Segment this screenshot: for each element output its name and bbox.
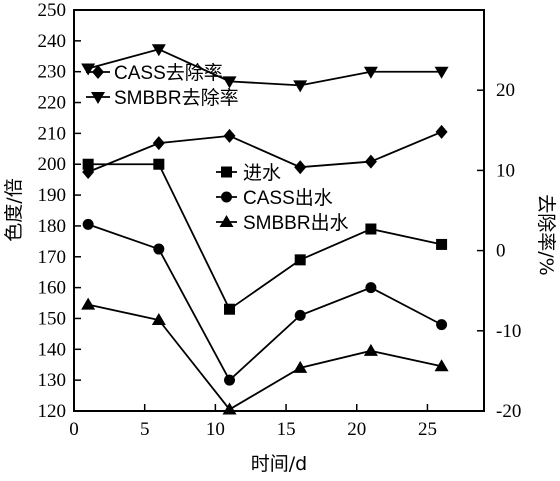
left-y-tick-label: 160 bbox=[38, 278, 67, 299]
data-point bbox=[435, 124, 448, 139]
series-line bbox=[87, 131, 442, 173]
series-square bbox=[82, 158, 448, 315]
data-point bbox=[81, 63, 96, 76]
left-y-tick-label: 230 bbox=[38, 62, 67, 83]
left-y-tick-label: 150 bbox=[38, 308, 67, 329]
data-point bbox=[222, 402, 237, 415]
legend-label: CASS去除率 bbox=[114, 62, 223, 84]
legend-marker bbox=[221, 191, 232, 203]
legend-marker bbox=[91, 92, 105, 104]
legend-0: CASS去除率 SMBBR去除率 bbox=[86, 62, 239, 109]
series-circle bbox=[82, 218, 448, 386]
left-y-tick-label: 140 bbox=[38, 339, 67, 360]
left-y-tick-label: 220 bbox=[38, 93, 67, 114]
right-y-tick-label: 0 bbox=[496, 241, 506, 262]
data-point bbox=[365, 223, 377, 235]
right-axis-title: 去除率/% bbox=[535, 194, 557, 275]
legend-label: CASS出水 bbox=[243, 187, 333, 209]
left-y-tick-label: 250 bbox=[38, 0, 67, 21]
data-point bbox=[151, 44, 166, 57]
right-y-tick-label: -10 bbox=[496, 321, 521, 342]
data-point bbox=[434, 359, 449, 372]
plot-frame bbox=[73, 9, 485, 412]
data-point bbox=[151, 313, 166, 326]
data-point bbox=[81, 297, 96, 310]
data-point bbox=[153, 158, 165, 170]
data-point bbox=[222, 76, 237, 89]
data-point bbox=[294, 309, 306, 321]
data-point bbox=[436, 238, 448, 250]
data-point bbox=[364, 154, 377, 169]
series-diamond bbox=[82, 124, 448, 180]
right-y-tick-label: -20 bbox=[496, 401, 521, 422]
data-point bbox=[365, 282, 377, 294]
series-line bbox=[87, 223, 443, 382]
ticks: 0 5 10 15 20 25120130140150160170180190200210… bbox=[38, 0, 522, 440]
data-point bbox=[363, 66, 378, 79]
legend-1: 进水 CASS出水 SMBBR出水 bbox=[216, 162, 349, 234]
legend-label: SMBBR去除率 bbox=[114, 87, 239, 109]
legend-label: SMBBR出水 bbox=[243, 212, 349, 234]
legend-item: 进水 bbox=[216, 162, 281, 184]
data-point bbox=[293, 360, 308, 373]
legend-item: SMBBR出水 bbox=[216, 212, 349, 234]
data-point bbox=[152, 136, 165, 151]
series-line bbox=[87, 48, 442, 87]
data-point bbox=[294, 160, 307, 175]
data-point bbox=[224, 303, 236, 315]
data-point bbox=[294, 254, 306, 266]
data-point bbox=[224, 374, 236, 386]
left-y-tick-label: 200 bbox=[38, 154, 67, 175]
legend-label: 进水 bbox=[243, 162, 281, 184]
legend-item: CASS出水 bbox=[216, 187, 333, 209]
x-axis-title: 时间/d bbox=[251, 453, 307, 475]
x-tick-label: 10 bbox=[206, 419, 225, 440]
legend-item: SMBBR去除率 bbox=[86, 87, 239, 109]
left-y-tick-label: 120 bbox=[38, 401, 67, 422]
x-tick-label: 0 bbox=[69, 419, 79, 440]
left-y-tick-label: 170 bbox=[38, 247, 67, 268]
left-y-tick-label: 130 bbox=[38, 370, 67, 391]
x-tick-label: 5 bbox=[140, 419, 150, 440]
right-y-tick-label: 20 bbox=[496, 80, 515, 101]
series-line bbox=[87, 303, 442, 411]
series-triangle-down bbox=[81, 44, 449, 93]
x-tick-label: 25 bbox=[418, 419, 437, 440]
legend-marker bbox=[92, 65, 104, 79]
legend-marker bbox=[219, 215, 234, 227]
data-point bbox=[82, 158, 94, 170]
left-y-tick-label: 240 bbox=[38, 31, 67, 52]
left-y-tick-label: 180 bbox=[38, 216, 67, 237]
series-triangle-up bbox=[81, 297, 449, 415]
data-point bbox=[293, 80, 308, 93]
x-tick-label: 20 bbox=[347, 419, 366, 440]
left-axis-title: 色度/倍 bbox=[3, 178, 25, 241]
series-layer bbox=[81, 44, 449, 415]
left-y-tick-label: 190 bbox=[38, 185, 67, 206]
x-tick-label: 15 bbox=[277, 419, 296, 440]
left-y-tick-label: 210 bbox=[38, 123, 67, 144]
legend-marker bbox=[221, 166, 232, 178]
data-point bbox=[82, 165, 95, 180]
data-point bbox=[363, 343, 378, 356]
data-point bbox=[436, 319, 448, 331]
data-point bbox=[82, 218, 94, 230]
data-point bbox=[153, 243, 165, 255]
data-point bbox=[434, 66, 449, 79]
legend-item: CASS去除率 bbox=[86, 62, 223, 84]
series-line bbox=[88, 163, 442, 311]
data-point bbox=[223, 128, 236, 143]
right-y-tick-label: 10 bbox=[496, 160, 515, 181]
